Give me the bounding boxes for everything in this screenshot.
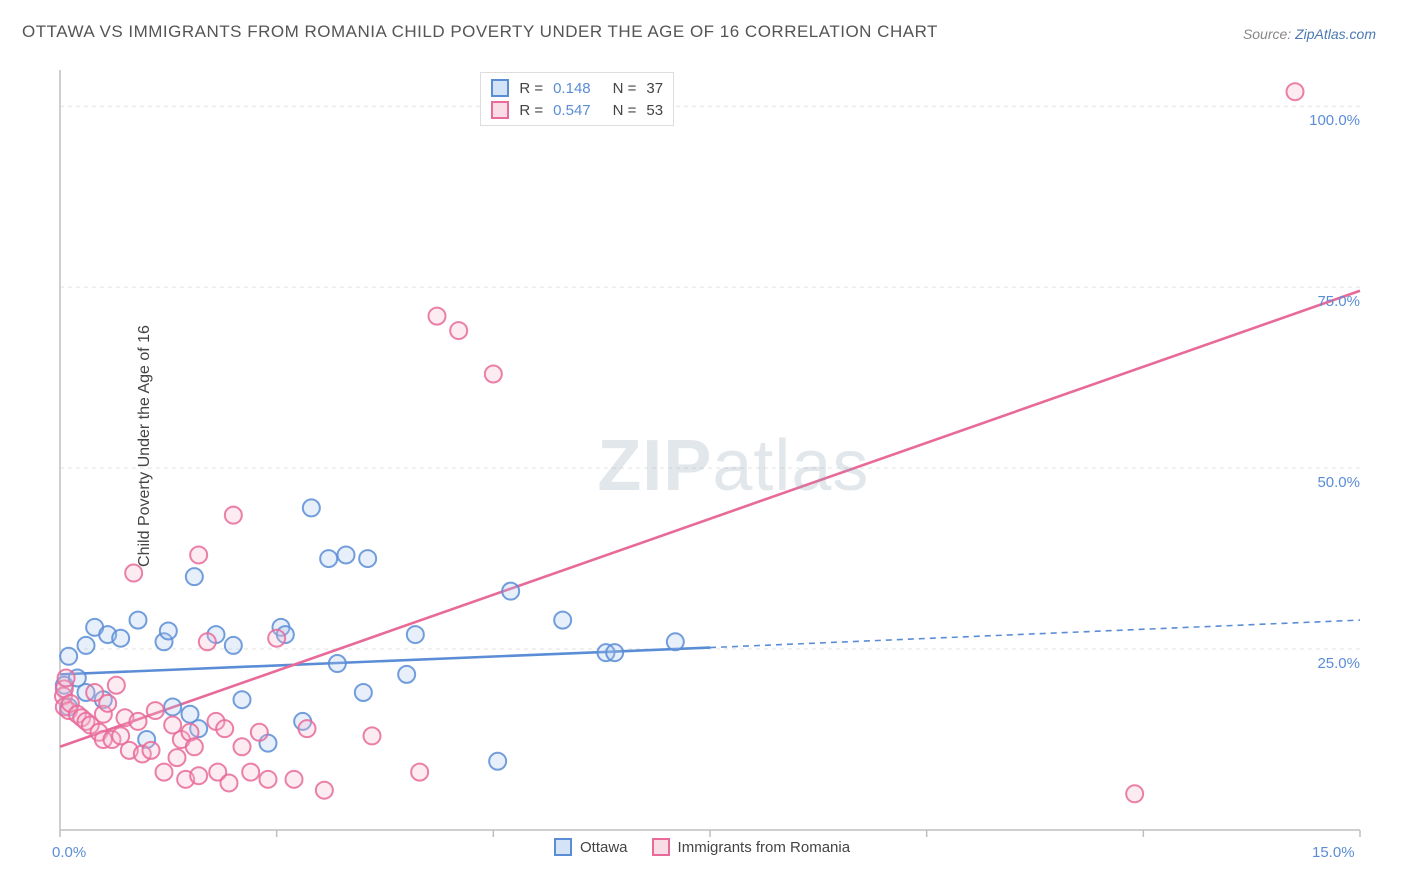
correlation-stats-box: R = 0.148N = 37R = 0.547N = 53 xyxy=(480,72,674,126)
y-tick-label: 100.0% xyxy=(1300,112,1360,129)
x-tick-label: 15.0% xyxy=(1312,844,1355,861)
stat-row: R = 0.148N = 37 xyxy=(491,77,663,99)
source-label: Source: xyxy=(1243,26,1295,42)
source-attribution: Source: ZipAtlas.com xyxy=(1243,26,1376,42)
x-tick-label: 0.0% xyxy=(52,844,86,861)
y-tick-label: 50.0% xyxy=(1300,474,1360,491)
source-link[interactable]: ZipAtlas.com xyxy=(1295,26,1376,42)
legend-item: Immigrants from Romania xyxy=(652,838,851,856)
scatter-chart xyxy=(50,60,1380,860)
chart-title: OTTAWA VS IMMIGRANTS FROM ROMANIA CHILD … xyxy=(22,22,938,42)
series-legend: Ottawa Immigrants from Romania xyxy=(554,838,850,856)
y-tick-label: 25.0% xyxy=(1300,655,1360,672)
stat-row: R = 0.547N = 53 xyxy=(491,99,663,121)
y-tick-label: 75.0% xyxy=(1300,293,1360,310)
legend-item: Ottawa xyxy=(554,838,628,856)
